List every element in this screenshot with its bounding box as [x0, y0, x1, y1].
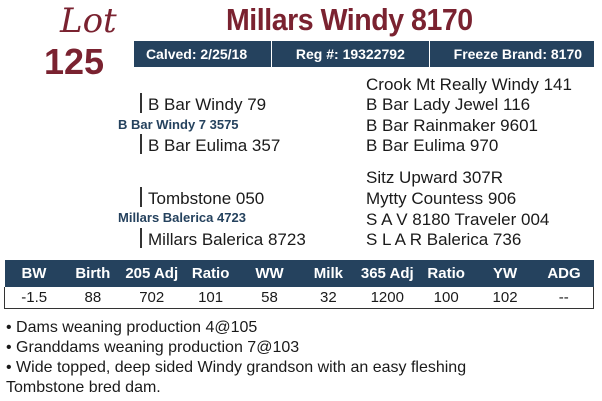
column-header: Milk [298, 260, 358, 287]
pedigree-sire-sire: B Bar Windy 79 [148, 95, 267, 114]
table-cell: 58 [240, 287, 299, 309]
column-header: BW [4, 260, 64, 287]
registration-number: Reg #: 19322792 [295, 46, 405, 62]
info-divider [271, 41, 272, 67]
column-header: WW [240, 260, 299, 287]
performance-header-row: BW Birth 205 Adj Ratio WW Milk 365 Adj R… [4, 260, 594, 287]
animal-name: Millars Windy 8170 [226, 2, 473, 37]
pedigree-sire-dam-sire: B Bar Rainmaker 9601 [366, 116, 538, 135]
pedigree-dam-dam: Millars Balerica 8723 [148, 230, 306, 249]
column-header: ADG [534, 260, 594, 287]
pedigree-sire-dam-dam: B Bar Eulima 970 [366, 136, 499, 155]
pedigree-sire-sire-dam: B Bar Lady Jewel 116 [366, 95, 531, 114]
note-line: • Wide topped, deep sided Windy grandson… [6, 359, 467, 376]
bracket-line [140, 228, 142, 248]
bracket-line [140, 134, 142, 154]
pedigree-dam-sire-sire: Sitz Upward 307R [366, 168, 504, 187]
lot-number: 125 [44, 41, 105, 82]
calved-date: Calved: 2/25/18 [145, 46, 248, 62]
table-cell: 702 [122, 287, 182, 309]
table-cell: 102 [475, 287, 535, 309]
table-cell: 1200 [357, 287, 417, 309]
note-line: • Dams weaning production 4@105 [6, 319, 258, 336]
table-cell: 88 [63, 287, 123, 309]
performance-table: BW Birth 205 Adj Ratio WW Milk 365 Adj R… [4, 260, 594, 309]
pedigree-sire-sire-sire: Crook Mt Really Windy 141 [366, 75, 572, 94]
bracket-line [140, 93, 142, 113]
note-line: • Granddams weaning production 7@103 [6, 339, 300, 356]
pedigree-dam: Millars Balerica 4723 [118, 210, 246, 225]
pedigree-dam-sire-dam: Mytty Countess 906 [366, 189, 517, 208]
column-header: Birth [63, 260, 123, 287]
column-header: Ratio [416, 260, 476, 287]
column-header: 205 Adj [122, 260, 182, 287]
info-divider [428, 41, 430, 67]
table-cell: 101 [181, 287, 241, 309]
lot-label: Lot [60, 1, 117, 41]
info-bar: Calved: 2/25/18 Reg #: 19322792 Freeze B… [134, 41, 594, 67]
table-cell: -- [534, 287, 594, 309]
bracket-line [140, 187, 142, 207]
pedigree-sire-dam: B Bar Eulima 357 [148, 136, 281, 155]
table-cell: -1.5 [4, 287, 64, 309]
note-line: Tombstone bred dam. [6, 379, 161, 396]
pedigree-sire: B Bar Windy 7 3575 [118, 117, 239, 132]
table-cell: 100 [416, 287, 476, 309]
freeze-brand: Freeze Brand: 8170 [453, 46, 583, 62]
notes: • Dams weaning production 4@105 • Grandd… [6, 318, 596, 398]
pedigree-dam-sire: Tombstone 050 [148, 189, 265, 208]
column-header: Ratio [181, 260, 241, 287]
performance-values-row: -1.5 88 702 101 58 32 1200 100 102 -- [4, 287, 594, 309]
pedigree-dam-dam-sire: S A V 8180 Traveler 004 [366, 210, 550, 229]
column-header: 365 Adj [357, 260, 417, 287]
table-cell: 32 [298, 287, 358, 309]
column-header: YW [475, 260, 535, 287]
pedigree-dam-dam-dam: S L A R Balerica 736 [366, 230, 522, 249]
